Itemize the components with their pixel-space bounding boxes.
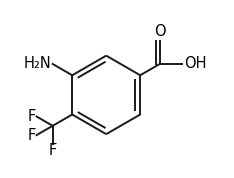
Text: F: F [27,109,36,124]
Text: F: F [27,128,36,143]
Text: O: O [154,24,165,40]
Text: H₂N: H₂N [23,56,51,72]
Text: F: F [48,143,57,158]
Text: OH: OH [184,56,206,72]
